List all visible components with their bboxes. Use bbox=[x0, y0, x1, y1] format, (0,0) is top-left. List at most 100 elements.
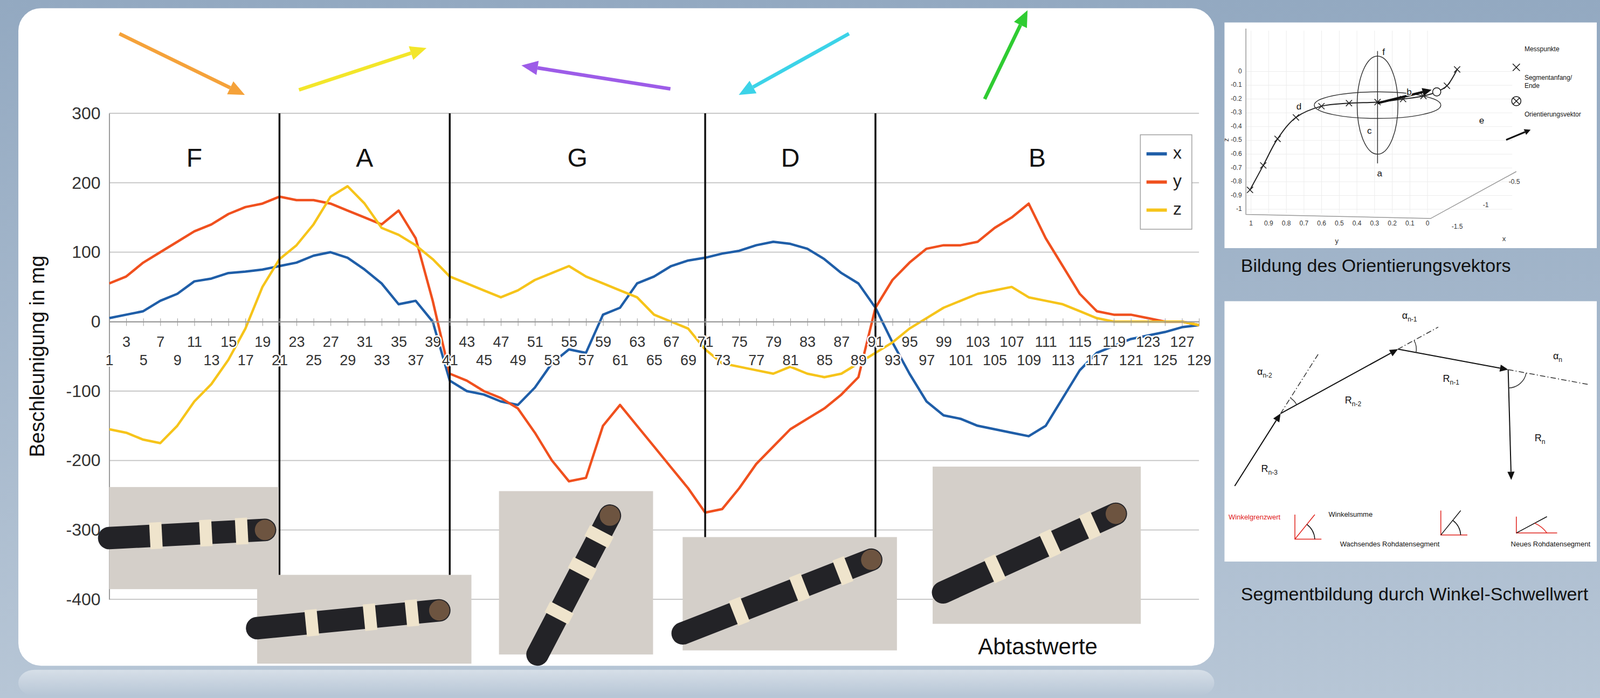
symbol-label: Rn-1 bbox=[1443, 373, 1460, 386]
x-tick-label: 89 bbox=[850, 352, 867, 369]
angle-arc bbox=[1290, 397, 1298, 405]
diagram-grid-line bbox=[1303, 30, 1305, 214]
x-tick: 69 bbox=[680, 318, 697, 369]
diagram-point bbox=[1318, 102, 1325, 109]
y-tick-label: -300 bbox=[65, 519, 101, 540]
x-tick-mark bbox=[466, 318, 468, 326]
diagram-grid-line bbox=[1427, 30, 1429, 214]
x-tick-label: 85 bbox=[816, 352, 833, 369]
diagram-tick-label: -0.7 bbox=[1230, 163, 1243, 172]
x-tick: 29 bbox=[339, 318, 356, 369]
x-tick-mark bbox=[449, 318, 451, 326]
x-tick: 103 bbox=[965, 318, 990, 350]
x-tick-label: 73 bbox=[714, 352, 731, 369]
x-tick-label: 121 bbox=[1119, 352, 1144, 369]
diagram-tick-label: 0 bbox=[1238, 67, 1243, 75]
x-tick-mark bbox=[773, 318, 774, 326]
diagram-tick-label: -1.5 bbox=[1451, 222, 1464, 231]
x-tick-mark bbox=[994, 318, 996, 326]
diagram-tick-label: -0.3 bbox=[1230, 108, 1243, 116]
x-tick-label: 81 bbox=[782, 352, 799, 369]
x-tick: 95 bbox=[901, 318, 919, 350]
photo-foot bbox=[860, 549, 882, 570]
icon-arc bbox=[1306, 523, 1315, 539]
x-tick: 17 bbox=[237, 318, 254, 369]
x-tick-label: 31 bbox=[356, 333, 374, 350]
x-tick: 83 bbox=[799, 318, 816, 350]
photo-band bbox=[989, 566, 1001, 571]
x-tick-label: 19 bbox=[254, 333, 271, 350]
direction-arrow bbox=[119, 33, 245, 95]
subscript: n bbox=[1541, 437, 1546, 446]
photo-background bbox=[499, 490, 654, 654]
segment-label: A bbox=[355, 143, 374, 172]
x-tick-mark bbox=[960, 318, 962, 326]
chart-panel bbox=[18, 8, 1215, 666]
grid-line bbox=[109, 390, 1200, 392]
icon-axes bbox=[1294, 514, 1322, 539]
x-tick: 59 bbox=[595, 318, 612, 350]
x-tick: 85 bbox=[816, 318, 833, 369]
x-tick-mark bbox=[875, 318, 877, 326]
x-tick-mark bbox=[619, 318, 621, 326]
diagram-tick-label: 0.6 bbox=[1316, 219, 1327, 227]
photo-band bbox=[1084, 522, 1096, 528]
orientation-vector-head bbox=[1421, 87, 1432, 96]
key-icon bbox=[1513, 98, 1520, 105]
symbol-label: Rn bbox=[1534, 432, 1546, 446]
photo-background bbox=[109, 486, 279, 589]
x-tick: 21 bbox=[271, 318, 288, 369]
legend-swatch bbox=[1146, 208, 1168, 212]
icon-axes bbox=[1516, 516, 1558, 533]
caption-line: Bildung des Orientierungsvektors bbox=[1240, 254, 1512, 276]
diagram-grid-line bbox=[1245, 85, 1513, 86]
direction-arrow-head bbox=[1014, 10, 1028, 29]
diagram-tick-label: 0.9 bbox=[1264, 219, 1274, 227]
x-tick-label: 103 bbox=[965, 333, 990, 350]
direction-arrow bbox=[521, 60, 671, 89]
x-tick: 63 bbox=[629, 318, 646, 350]
diagram-point bbox=[1260, 162, 1267, 169]
x-tick: 5 bbox=[139, 318, 148, 369]
x-tick-label: 25 bbox=[305, 352, 322, 369]
subscript: n-2 bbox=[1352, 400, 1362, 408]
x-tick-mark bbox=[637, 318, 638, 326]
x-tick-label: 57 bbox=[577, 352, 595, 369]
x-tick-label: 127 bbox=[1169, 333, 1195, 350]
x-tick: 25 bbox=[305, 318, 322, 369]
key-icon bbox=[1512, 63, 1520, 71]
x-tick-label: 27 bbox=[322, 333, 340, 350]
x-tick: 57 bbox=[577, 318, 595, 369]
vector-arrow-head bbox=[1499, 364, 1509, 372]
key-arrow-head bbox=[1523, 129, 1531, 135]
diagram-grid-line bbox=[1339, 30, 1340, 214]
x-tick-label: 119 bbox=[1102, 333, 1126, 350]
photo-leg bbox=[257, 610, 440, 629]
symbol-label: αn-2 bbox=[1257, 366, 1273, 379]
x-tick: 31 bbox=[356, 318, 374, 350]
x-tick-label: 77 bbox=[748, 352, 765, 369]
x-tick-label: 43 bbox=[458, 333, 475, 350]
y-tick: -200 bbox=[65, 450, 109, 470]
x-tick-mark bbox=[824, 318, 825, 326]
x-tick: 15 bbox=[220, 318, 237, 350]
x-tick-mark bbox=[347, 318, 349, 326]
x-tick-label: 65 bbox=[646, 352, 663, 369]
x-tick-mark bbox=[143, 318, 144, 326]
x-tick-label: 83 bbox=[799, 333, 816, 350]
x-tick-mark bbox=[568, 318, 570, 326]
segment-label: F bbox=[186, 143, 203, 172]
key-label: Orientierungsvektor bbox=[1524, 110, 1582, 119]
diagram-tick-label: -0.8 bbox=[1230, 177, 1243, 185]
symbol: R bbox=[1345, 394, 1353, 406]
y-tick-label: 300 bbox=[71, 103, 101, 123]
x-tick-mark bbox=[1062, 318, 1064, 326]
subscript: n-2 bbox=[1262, 371, 1273, 379]
x-tick-label: 107 bbox=[1000, 333, 1025, 350]
x-tick: 23 bbox=[288, 318, 305, 350]
x-axis: 1357911131517192123252729313335373941434… bbox=[105, 318, 1212, 369]
diagram-tick-label: -0.6 bbox=[1230, 149, 1243, 158]
x-tick-label: 23 bbox=[288, 333, 305, 350]
x-tick-mark bbox=[177, 318, 178, 326]
grid-line bbox=[109, 459, 1200, 461]
